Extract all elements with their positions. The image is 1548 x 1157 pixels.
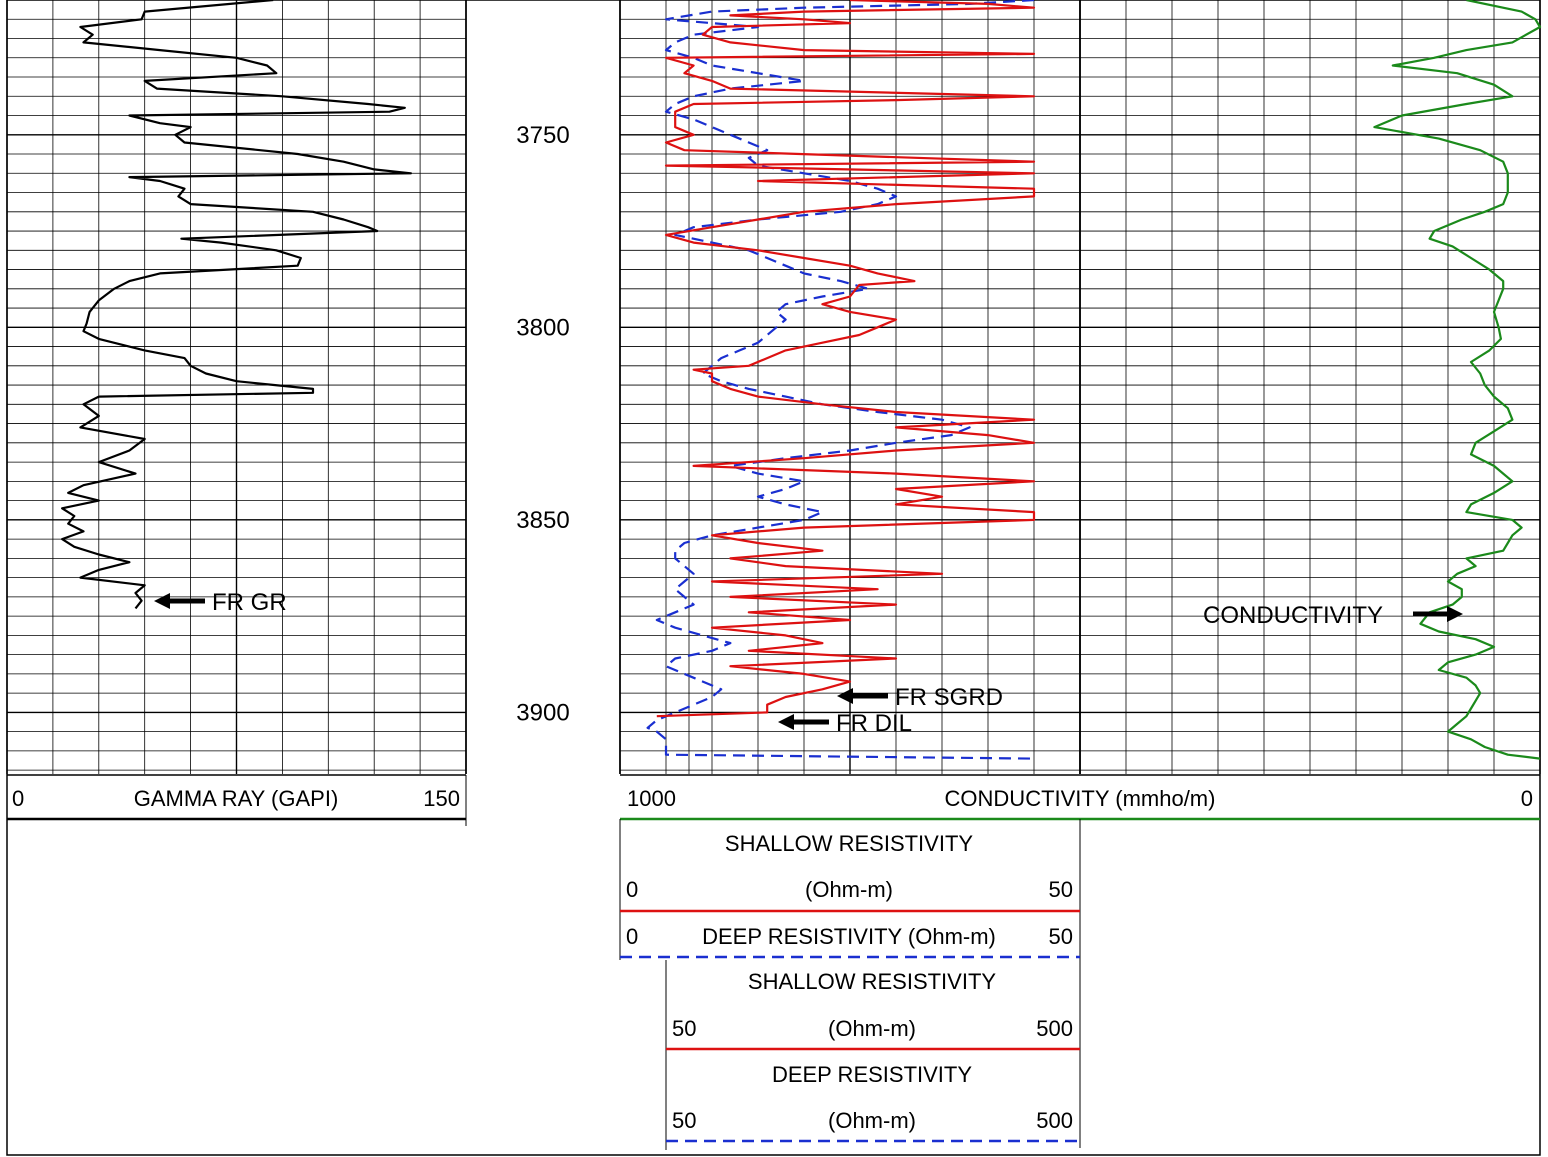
resistivity-track-grid: [465, 0, 1081, 774]
conductivity-scale: 1000 CONDUCTIVITY (mmho/m) 0: [620, 774, 1540, 821]
deep-res-label-1: DEEP RESISTIVITY (Ohm-m): [702, 924, 996, 949]
shallow-res-min-2: 50: [672, 1016, 696, 1041]
deep-res-min-1: 0: [626, 924, 638, 949]
sgrd-annotation: FR SGRD: [837, 684, 1003, 711]
gamma-ray-curve: [60, 0, 412, 610]
gr-scale-min: 0: [12, 786, 24, 811]
deep-res-label-2: DEEP RESISTIVITY: [772, 1062, 972, 1087]
resistivity-scales: SHALLOW RESISTIVITY 0 (Ohm-m) 50 0 DEEP …: [619, 819, 1081, 1150]
shallow-res-max-2: 500: [1036, 1016, 1073, 1041]
depth-label: 3800: [516, 314, 569, 341]
shallow-res-label-1: SHALLOW RESISTIVITY: [725, 831, 973, 856]
deep-res-unit-2: (Ohm-m): [828, 1108, 916, 1133]
deep-resistivity-curve: [646, 0, 1035, 760]
shallow-res-unit-1: (Ohm-m): [805, 877, 893, 902]
dil-annotation-label: FR DIL: [836, 710, 912, 737]
gr-annotation-label: FR GR: [212, 589, 287, 616]
depth-track: 3750 3800 3850 3900: [516, 122, 569, 727]
conductivity-annotation: CONDUCTIVITY: [1203, 602, 1463, 629]
deep-res-max-2: 500: [1036, 1108, 1073, 1133]
conductivity-curve: [1373, 0, 1542, 760]
sgrd-annotation-label: FR SGRD: [895, 684, 1003, 711]
shallow-res-label-2: SHALLOW RESISTIVITY: [748, 969, 996, 994]
depth-label: 3900: [516, 699, 569, 726]
deep-res-min-2: 50: [672, 1108, 696, 1133]
gr-scale-max: 150: [423, 786, 460, 811]
shallow-res-max-1: 50: [1049, 877, 1073, 902]
depth-label: 3750: [516, 122, 569, 149]
arrow-left-icon: [837, 688, 853, 704]
con-scale-min: 1000: [627, 786, 676, 811]
gr-annotation: FR GR: [154, 589, 287, 616]
shallow-res-unit-2: (Ohm-m): [828, 1016, 916, 1041]
shallow-resistivity-curve: [656, 0, 1036, 718]
con-scale-label: CONDUCTIVITY (mmho/m): [945, 786, 1216, 811]
deep-res-max-1: 50: [1049, 924, 1073, 949]
con-scale-max: 0: [1521, 786, 1533, 811]
gamma-ray-track-grid: [6, 0, 467, 774]
arrow-left-icon: [778, 714, 794, 730]
dil-annotation: FR DIL: [778, 710, 912, 737]
gamma-ray-scale: 0 GAMMA RAY (GAPI) 150: [7, 774, 467, 826]
arrow-left-icon: [154, 593, 170, 609]
log-curves: [60, 0, 1542, 760]
conductivity-annotation-label: CONDUCTIVITY: [1203, 602, 1383, 629]
conductivity-track-grid: [1079, 0, 1541, 774]
depth-label: 3850: [516, 507, 569, 534]
shallow-res-min-1: 0: [626, 877, 638, 902]
arrow-right-icon: [1447, 606, 1463, 622]
gr-scale-label: GAMMA RAY (GAPI): [134, 786, 339, 811]
